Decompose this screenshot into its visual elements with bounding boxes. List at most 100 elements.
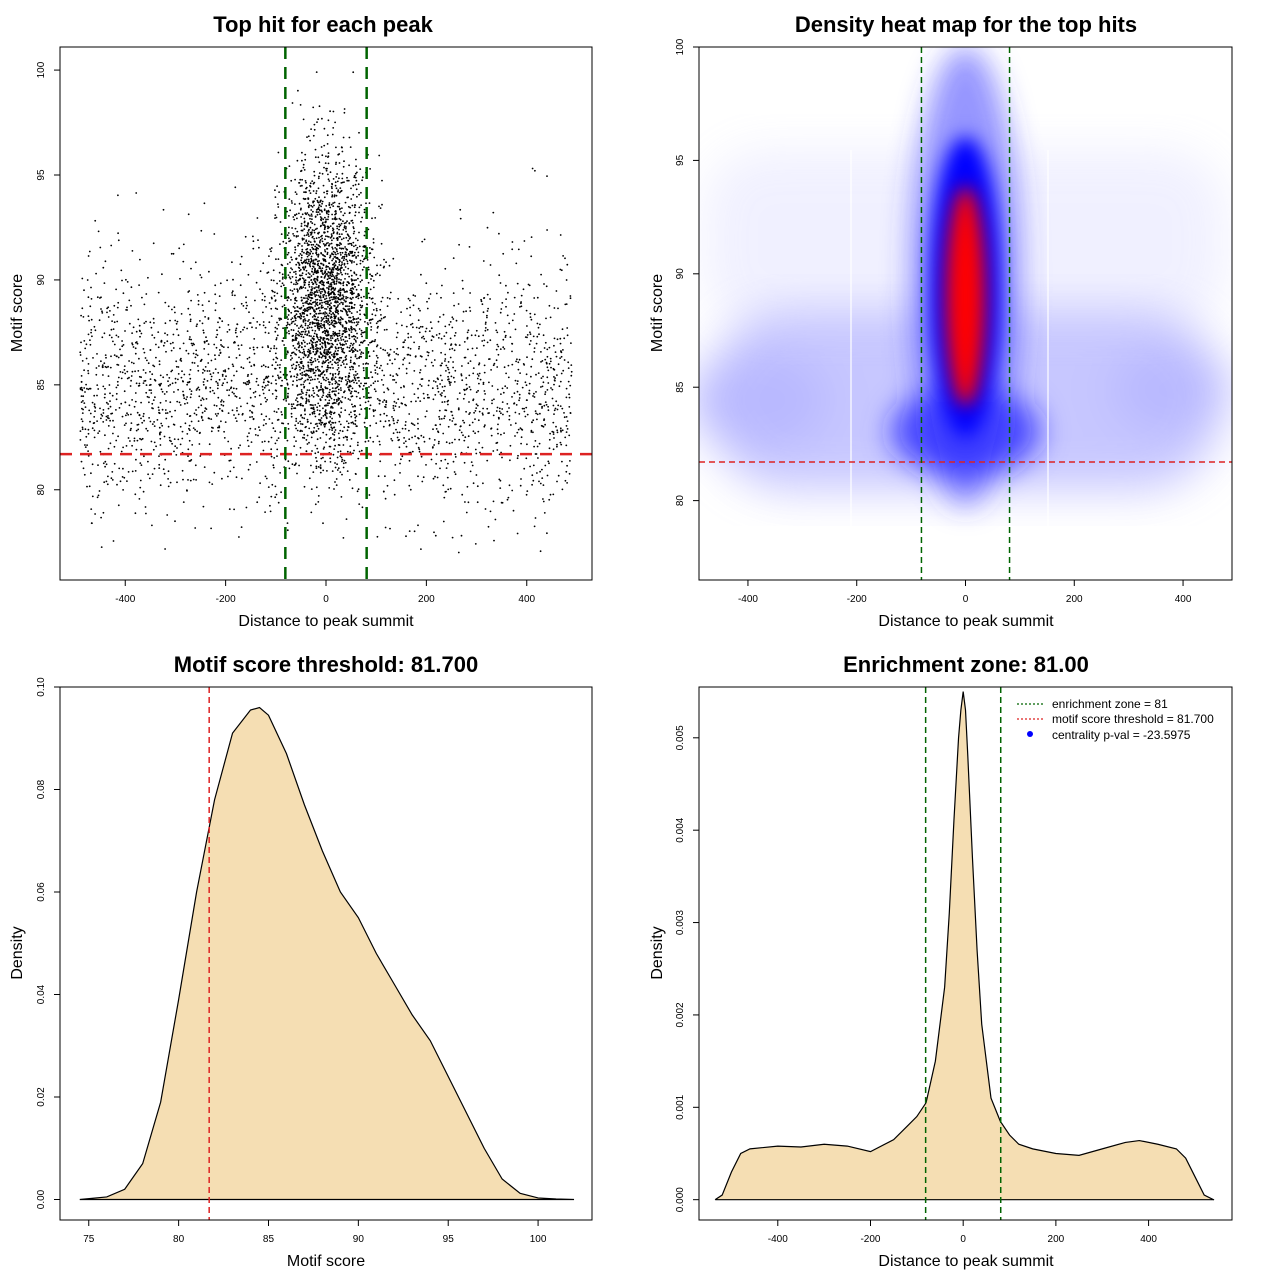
scatter-point (279, 472, 281, 474)
scatter-point (288, 323, 291, 326)
scatter-point (384, 475, 386, 478)
scatter-point (316, 275, 319, 278)
scatter-point (310, 303, 313, 306)
scatter-point (380, 300, 383, 303)
scatter-point (393, 400, 396, 403)
scatter-point (327, 213, 330, 216)
scatter-point (556, 445, 558, 448)
scatter-point (464, 356, 467, 359)
scatter-point (148, 401, 150, 404)
scatter-point (372, 309, 375, 311)
scatter-point (258, 246, 260, 249)
scatter-point (207, 353, 210, 356)
scatter-point (301, 178, 303, 181)
scatter-point (294, 248, 297, 251)
scatter-point (291, 335, 294, 337)
scatter-point (332, 222, 335, 225)
scatter-point (125, 422, 127, 425)
scatter-point (320, 421, 323, 424)
scatter-point (337, 317, 340, 320)
scatter-point (529, 316, 532, 318)
scatter-point (309, 265, 312, 268)
scatter-point (302, 383, 305, 386)
scatter-point (389, 374, 392, 377)
scatter-point (293, 407, 295, 410)
scatter-point (291, 202, 293, 204)
scatter-point (386, 363, 389, 365)
scatter-point (375, 309, 378, 312)
scatter-point (339, 287, 342, 290)
scatter-point (227, 412, 230, 414)
scatter-point (163, 435, 166, 438)
scatter-point (151, 473, 154, 475)
scatter-point (486, 328, 489, 331)
scatter-point (304, 426, 307, 429)
scatter-point (339, 376, 341, 379)
scatter-point (105, 480, 108, 483)
scatter-point (337, 304, 339, 306)
scatter-point (478, 362, 481, 365)
scatter-point (323, 232, 326, 234)
scatter-point (316, 304, 319, 307)
scatter-point (103, 282, 106, 284)
scatter-point (321, 237, 324, 240)
scatter-point (327, 317, 329, 320)
scatter-point (226, 279, 229, 282)
scatter-point (274, 367, 276, 370)
scatter-point (555, 400, 558, 403)
scatter-point (562, 349, 564, 351)
scatter-point (262, 392, 265, 395)
scatter-point (289, 358, 292, 361)
scatter-point (319, 201, 322, 203)
scatter-point (134, 347, 137, 350)
scatter-point (423, 440, 426, 443)
scatter-point (370, 326, 373, 328)
scatter-point (205, 340, 208, 342)
scatter-point (210, 375, 213, 378)
scatter-point (320, 336, 322, 339)
scatter-point (240, 302, 243, 305)
scatter-point (399, 462, 401, 465)
scatter-point (557, 404, 560, 407)
scatter-point (135, 448, 138, 451)
scatter-point (518, 397, 521, 399)
scatter-point (364, 257, 366, 260)
scatter-point (264, 397, 267, 399)
scatter-point (101, 365, 104, 368)
scatter-point (186, 489, 188, 492)
scatter-point (324, 332, 327, 334)
scatter-point (277, 324, 280, 326)
scatter-point (91, 401, 94, 404)
scatter-point (450, 375, 453, 378)
scatter-point (353, 206, 356, 209)
scatter-point (202, 331, 205, 334)
scatter-point (117, 504, 120, 507)
scatter-point (341, 396, 344, 398)
scatter-point (462, 320, 464, 322)
scatter-point (342, 247, 345, 250)
scatter-point (207, 343, 210, 345)
scatter-point (98, 365, 100, 367)
scatter-point (336, 297, 339, 299)
scatter-point (267, 346, 270, 349)
scatter-point (445, 467, 448, 469)
scatter-point (313, 291, 316, 294)
scatter-point (310, 436, 313, 439)
scatter-point (462, 397, 465, 400)
scatter-point (254, 299, 256, 302)
scatter-point (548, 462, 550, 465)
scatter-point (331, 239, 333, 242)
scatter-point (317, 338, 320, 341)
scatter-point (139, 462, 142, 464)
scatter-point (152, 317, 155, 320)
scatter-point (297, 333, 299, 336)
scatter-point (310, 326, 313, 329)
scatter-point (428, 437, 431, 440)
scatter-point (294, 203, 296, 206)
scatter-point (301, 237, 304, 240)
scatter-point (109, 392, 111, 395)
scatter-point (344, 366, 347, 369)
scatter-point (333, 325, 336, 328)
scatter-point (339, 251, 342, 254)
scatter-point (355, 425, 358, 427)
